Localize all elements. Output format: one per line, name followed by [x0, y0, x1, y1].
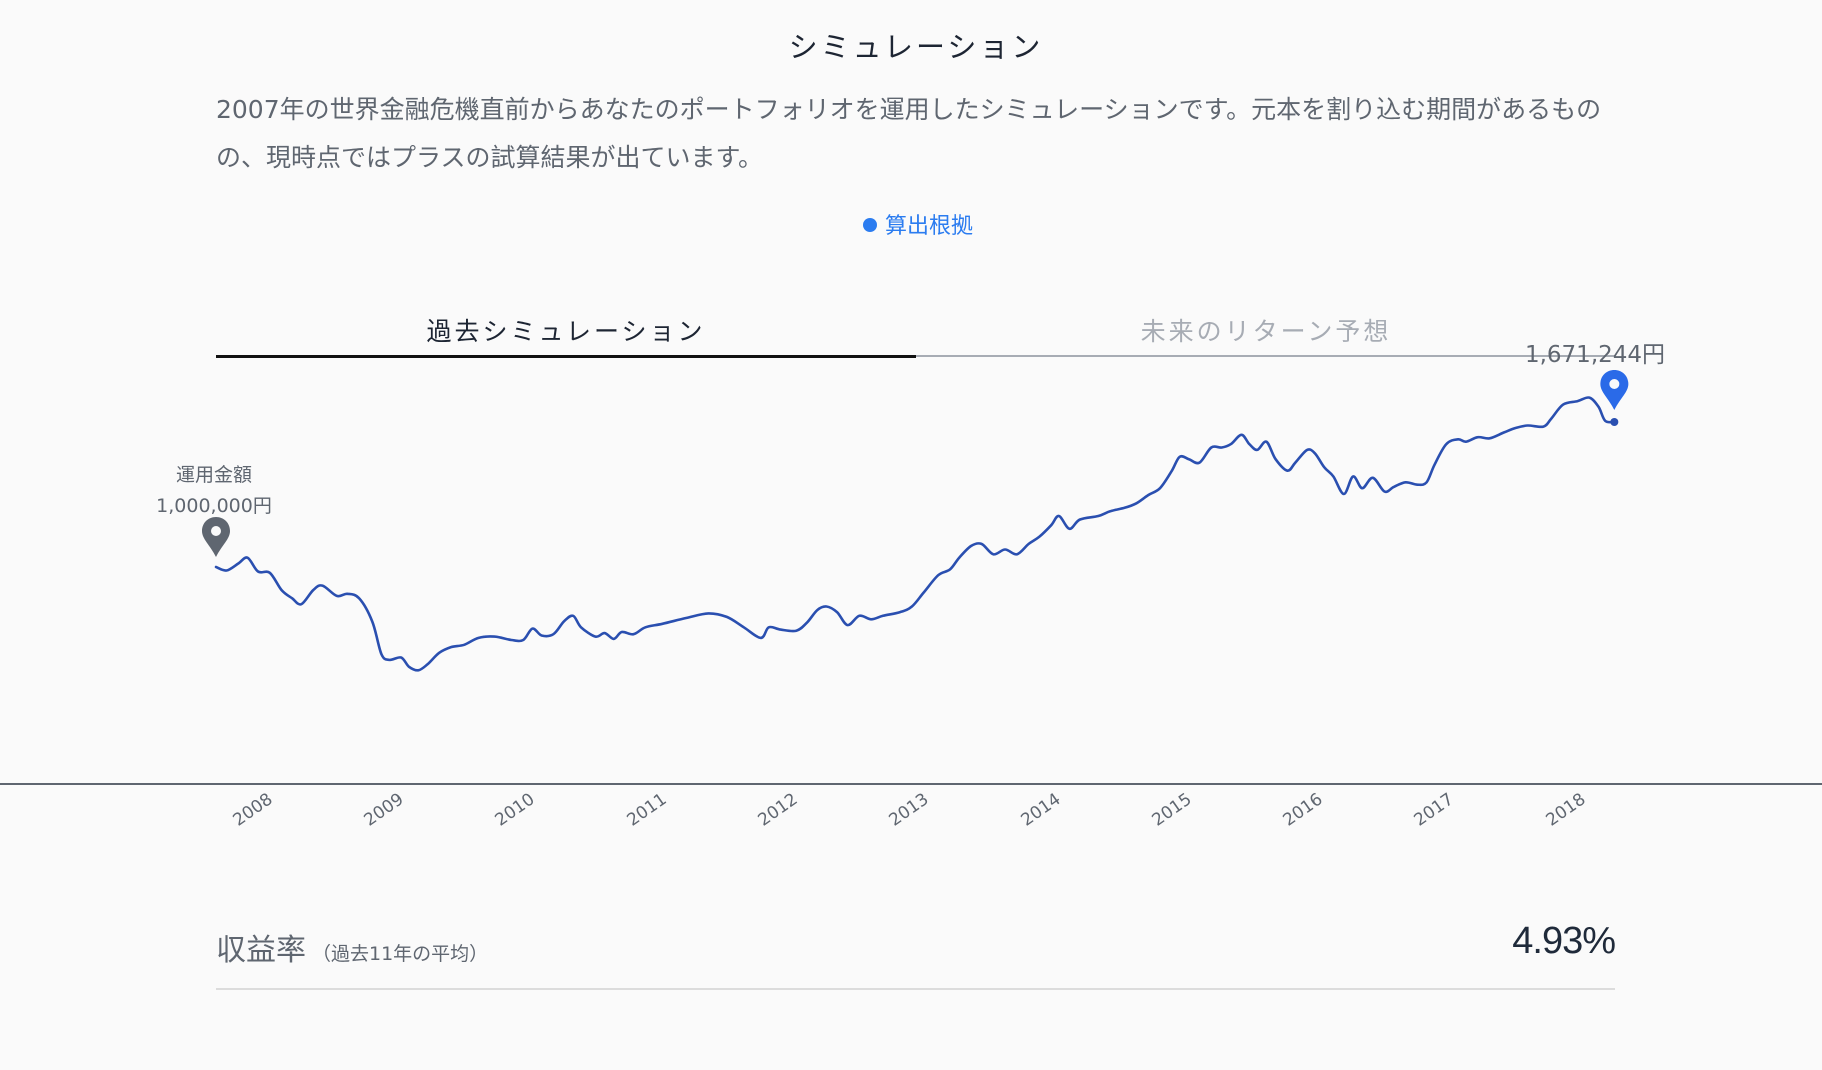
return-rate-sublabel: （過去11年の平均） [312, 943, 489, 965]
end-pin-icon [1600, 370, 1629, 410]
start-pin-icon [202, 517, 230, 557]
end-point-marker [1610, 418, 1619, 426]
series-line-portfolio [214, 396, 1616, 672]
tab-future-return-forecast[interactable]: 未来のリターン予想 [1140, 317, 1392, 346]
description: 2007年の世界金融危機直前からあなたのポートフォリオを運用したシミュレーション… [216, 95, 1602, 172]
calculation-basis-label: 算出根拠 [884, 214, 973, 239]
summary-divider [216, 988, 1615, 990]
tab-past-simulation[interactable]: 過去シミュレーション [426, 317, 706, 346]
tab-divider-line [916, 355, 1615, 357]
x-axis-line [0, 783, 1822, 785]
return-rate-value: 4.93% [1512, 920, 1616, 962]
active-tab-underline [216, 355, 916, 358]
calculation-basis-link[interactable]: 算出根拠 [0, 208, 1822, 240]
start-amount-annotation: 運用金額 1,000,000円 [134, 460, 294, 522]
return-rate-label: 収益率 （過去11年の平均） [216, 925, 488, 969]
return-rate-title: 収益率 [216, 933, 306, 968]
start-amount-title: 運用金額 [175, 464, 252, 486]
bullet-icon [862, 218, 877, 232]
start-amount-value: 1,000,000円 [156, 495, 272, 517]
end-amount-value: 1,671,244円 [1524, 342, 1666, 368]
page-title: シミュレーション [788, 30, 1044, 64]
